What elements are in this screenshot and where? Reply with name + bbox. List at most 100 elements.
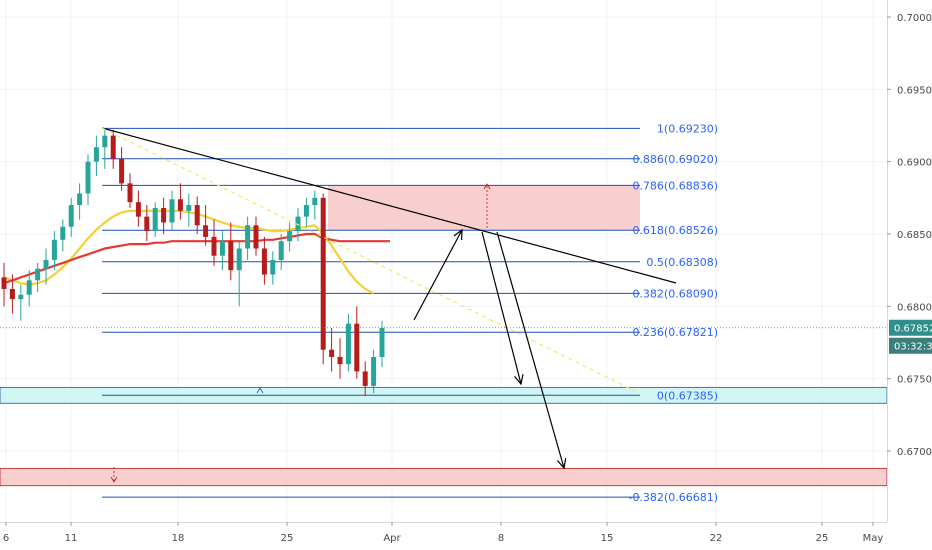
candle-body [85, 161, 91, 194]
time-tick-label-5: 8 [498, 533, 504, 544]
dashed-trendline[interactable] [101, 127, 636, 392]
candle-body [303, 205, 309, 217]
time-axis[interactable]: 6 11 18 25 Apr 8 15 22 25 May [0, 522, 887, 544]
fib-label-1: 1(0.69230) [657, 122, 718, 135]
candle [337, 338, 343, 379]
candle [203, 205, 209, 246]
zone-height-arrowhead [483, 183, 491, 190]
candle-body [278, 241, 284, 261]
candle [1, 262, 7, 307]
projection-arrow-down-1[interactable] [481, 231, 522, 385]
countdown-tag [889, 337, 932, 354]
ma-slow-line [3, 232, 390, 285]
candle [77, 183, 83, 220]
candle [85, 154, 91, 206]
candle [35, 262, 41, 292]
candle-body [329, 349, 335, 357]
candle-body [68, 205, 74, 227]
candle-body [152, 207, 158, 232]
candle-body [127, 183, 133, 203]
time-tick-label-1: 11 [65, 533, 78, 544]
grid [0, 0, 887, 522]
candle-body [270, 260, 276, 275]
candle [127, 173, 133, 208]
candle [119, 147, 125, 191]
candle-body [337, 356, 343, 365]
candle [219, 231, 225, 271]
candle-body [43, 260, 49, 269]
candle-body [144, 216, 150, 232]
candle [261, 236, 267, 285]
candle-body [102, 135, 108, 148]
time-tick-label-3: 25 [281, 533, 294, 544]
candle-body [236, 248, 242, 271]
time-tick-label-6: 15 [601, 533, 614, 544]
candle [144, 205, 150, 242]
candle [186, 193, 192, 227]
candle [303, 197, 309, 227]
candle [68, 197, 74, 237]
candle-body [93, 147, 99, 162]
candle [354, 306, 360, 379]
current-price-value: 0.67852 [894, 324, 932, 335]
candle [320, 193, 326, 365]
candle-body [203, 225, 209, 237]
candle [245, 216, 251, 261]
candle-body [18, 294, 24, 300]
candle [345, 313, 351, 372]
candle-body [345, 323, 351, 365]
candle-body [51, 239, 57, 261]
candle [287, 222, 293, 252]
candle [228, 222, 234, 281]
candle [177, 183, 183, 220]
candle-body [245, 225, 251, 249]
candle [329, 328, 335, 372]
candle-body [161, 207, 167, 223]
candle [169, 190, 175, 232]
candlesticks [1, 128, 385, 397]
candle [270, 251, 276, 285]
candle-body [287, 231, 293, 242]
candle-body [261, 248, 267, 275]
fib-label-0.5: 0.5(0.68308) [646, 256, 718, 269]
target-zone [0, 467, 888, 487]
candle-body [186, 205, 192, 211]
candle-body [177, 199, 183, 211]
candle-countdown: 03:32:31 [894, 342, 932, 353]
fib-label-0.382: 0.382(0.68090) [632, 287, 718, 300]
candle [362, 361, 368, 397]
time-tick-label-0: 6 [3, 533, 9, 544]
candle [18, 284, 24, 321]
time-tick-label-9: May [863, 533, 884, 544]
candle-body [77, 193, 83, 206]
candle-body [9, 288, 15, 300]
projection-arrow-down-2[interactable] [496, 231, 565, 469]
support-marker-arrowhead [256, 387, 264, 394]
fibonacci-retracement[interactable]: 1(0.69230) 0.886(0.69020) 0.786(0.68836) 0.… [102, 122, 718, 504]
target-marker-arrowhead [110, 476, 118, 483]
candle-body [219, 241, 225, 256]
fib-label-0.618: 0.618(0.68526) [632, 224, 718, 237]
candle [253, 216, 259, 256]
candle [93, 135, 99, 177]
candle-body [312, 197, 318, 206]
candle [211, 219, 217, 266]
fib-label-0.786: 0.786(0.68836) [632, 179, 718, 192]
fib-label-0: 0(0.67385) [657, 389, 718, 402]
current-price-tag [889, 319, 932, 336]
drawings[interactable] [0, 127, 887, 483]
trendline[interactable] [101, 127, 677, 284]
candle [312, 190, 318, 220]
projection-arrow-down-2-head [556, 457, 567, 470]
projection-arrow-up[interactable] [413, 229, 463, 321]
time-tick-label-8: 25 [816, 533, 829, 544]
fib-label-0.886: 0.886(0.69020) [632, 153, 718, 166]
